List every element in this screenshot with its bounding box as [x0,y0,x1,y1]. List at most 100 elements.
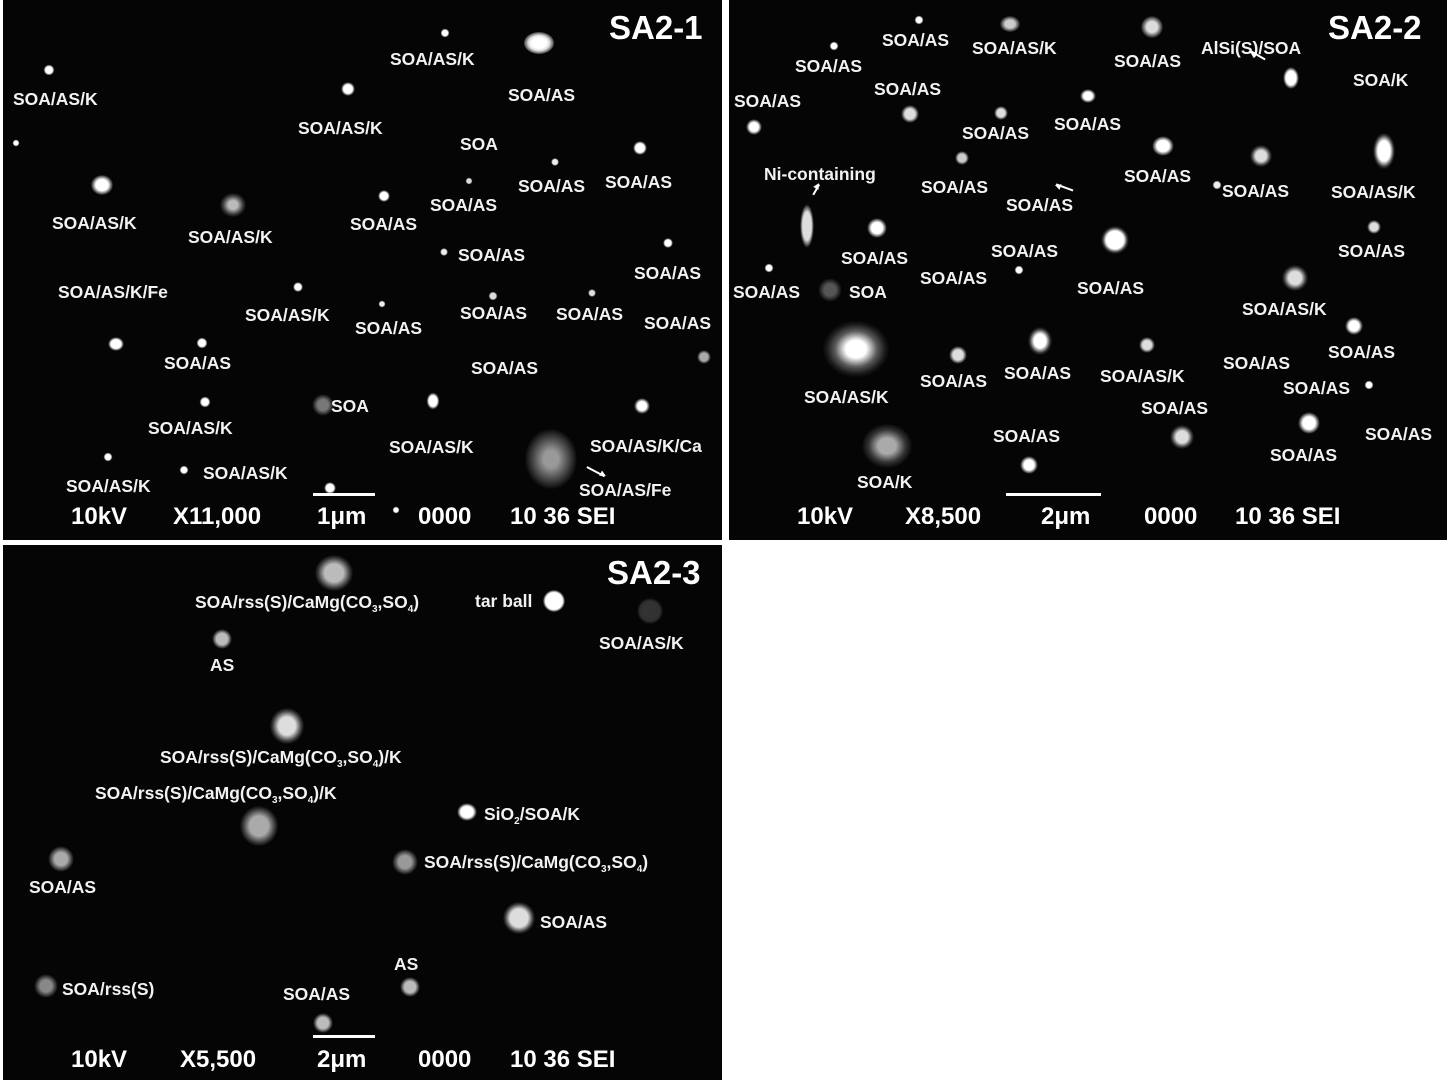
particle [1212,180,1222,190]
particle-label: SOA/AS/K [298,118,383,138]
particle-label: SOA [331,396,369,416]
particle [955,151,969,165]
particle-label: SOA/AS [355,318,423,338]
particle [1028,327,1052,355]
particle-label: SOA/AS [1141,398,1209,418]
particle-label: SOA/AS [556,304,624,324]
particle [240,806,278,846]
scale-bar [313,1035,375,1038]
pointer-arrow [812,183,820,196]
particle-label: SOA/AS [1124,166,1192,186]
particle [524,32,554,54]
particle [697,350,711,364]
particle-label: AS [394,954,419,974]
particle-label: SOA/rss(S)/CaMg(CO3,SO4)/K [95,783,337,806]
particle [457,803,477,821]
particle [378,300,386,308]
particle-label: SOA/K [1353,70,1409,90]
scale-bar [313,493,375,496]
particle-label: SOA/AS [882,30,950,50]
particle [440,28,450,38]
magnification-readout: X11,000 [173,503,262,530]
sem-panel-sa2-1: SOA/AS/K SOA/AS SOA/AS/K SOA/AS/K SOA SO… [3,0,722,540]
particle [1373,133,1395,169]
mode-readout: 10 36 SEI [1235,503,1341,530]
particle [392,849,418,875]
particle [764,263,774,273]
particle [400,977,420,997]
particle [108,337,124,351]
particle-label: SOA/AS [1006,195,1074,215]
particle-label: SOA/AS [430,195,498,215]
particle [488,291,498,301]
particle [341,82,355,96]
particle-label: AlSi(S)/SOA [1201,38,1302,58]
particle [503,902,535,934]
mode-readout: 10 36 SEI [510,1046,616,1073]
particle [43,64,55,76]
particle [823,321,889,377]
particle [324,482,336,494]
particle-label: SOA/AS [471,358,539,378]
particle-label: SOA/AS/K [245,305,330,325]
particle-label: SOA/AS [29,877,97,897]
particle [637,598,663,624]
panel-title: SA2-2 [1328,9,1422,46]
particle-label: SOA/rss(S) [62,979,155,999]
particle [862,424,912,468]
particle-label: SOA/AS [1077,278,1145,298]
particle-label: SiO2/SOA/K [484,804,581,827]
particle-label: SOA/AS [733,282,801,302]
particle [315,555,353,591]
sem-panel-sa2-2: SOA/AS SOA/AS/K SOA/AS SOA/AS AlSi(S)/SO… [729,0,1447,540]
panel-title: SA2-3 [607,554,701,591]
particle-label: SOA/AS/K/Fe [58,282,168,302]
panel-title: SA2-1 [609,9,703,46]
code-readout: 0000 [418,1046,472,1073]
particle [220,193,246,217]
particle-label: SOA/AS [283,984,351,1004]
scale-readout: 2μm [317,1046,367,1073]
particle-label: SOA/rss(S)/CaMg(CO3,SO4) [195,592,420,615]
particle [199,396,211,408]
particle [1101,226,1129,254]
particle-label: SOA/AS [460,303,528,323]
particle-label: SOA/AS [795,56,863,76]
particle-label: SOA/rss(S)/CaMg(CO3,SO4) [424,852,649,875]
particle-label: SOA/AS/K [1242,299,1327,319]
particle [994,106,1008,120]
particle [829,41,839,51]
particle-label: AS [210,655,235,675]
particle [212,629,232,649]
pointer-arrow [586,466,606,477]
particle-label: SOA/AS [518,176,586,196]
particle [1170,425,1194,449]
particle [1014,265,1024,275]
particle-label: SOA/AS [1338,241,1406,261]
particle [914,15,924,25]
particle-label: SOA/AS/K [599,633,684,653]
particle [1298,412,1320,434]
particle [543,590,565,612]
magnification-readout: X5,500 [180,1046,257,1073]
scale-readout: 2μm [1041,503,1091,530]
particle-label: SOA/AS [1004,363,1072,383]
pointer-arrow [1055,183,1074,192]
particle [440,248,448,256]
particle-label: SOA/AS/K/Ca [590,436,702,456]
particle-label: SOA/K [857,472,913,492]
particle-label: SOA/AS [1328,342,1396,362]
particle-label: SOA/AS [1222,181,1290,201]
particle-label: SOA/AS/K [390,49,475,69]
particle-label: SOA/AS [458,245,526,265]
particle-label: SOA/AS [1054,114,1122,134]
particle [901,105,919,123]
particle [378,190,390,202]
particle-label: SOA/AS [991,241,1059,261]
particle-label: SOA/AS [1114,51,1182,71]
particle-label: SOA/AS [1270,445,1338,465]
particle-label: SOA/AS [1365,424,1433,444]
particle [293,282,303,292]
particle [551,158,559,166]
particle [1282,265,1308,291]
